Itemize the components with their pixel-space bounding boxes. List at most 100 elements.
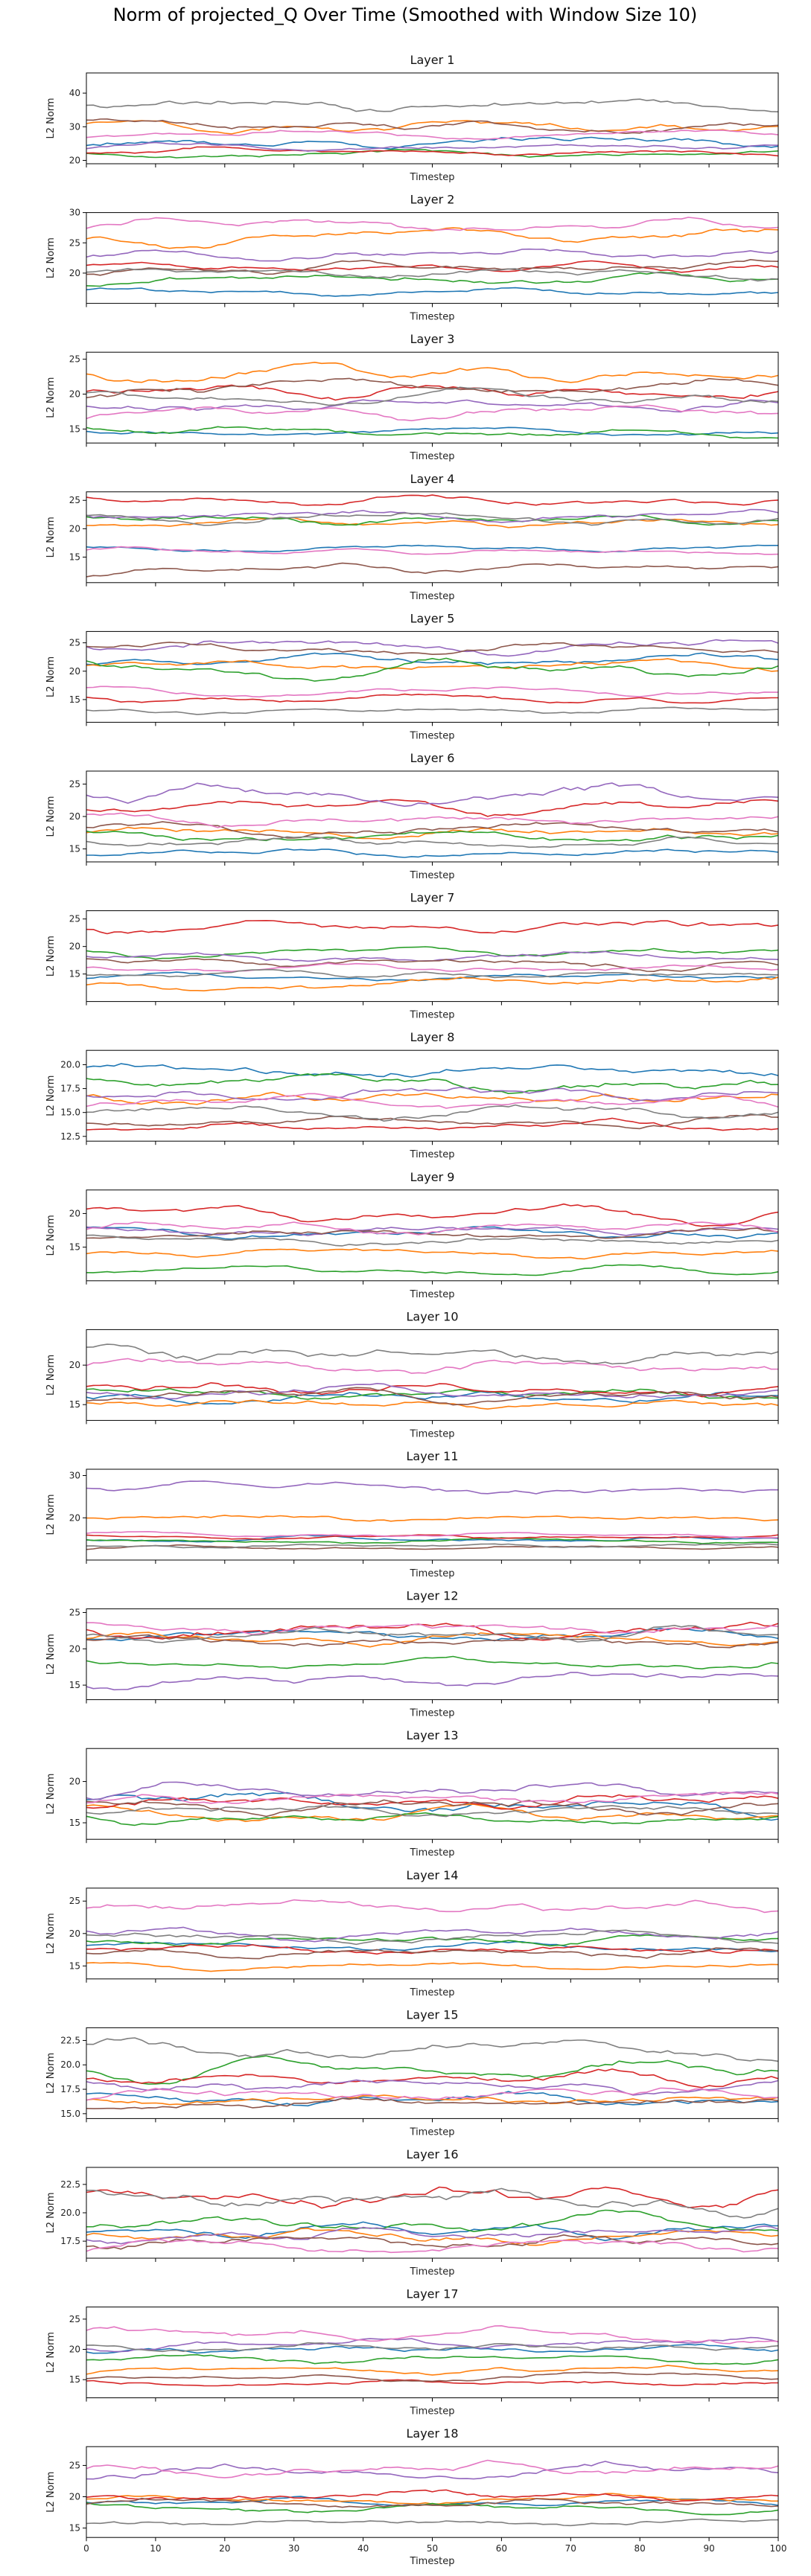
subplot-layer-6: Layer 6 15 20 25 Timestep L2 Norm — [45, 751, 779, 881]
y-axis-label: L2 Norm — [45, 656, 57, 697]
series-line-3 — [86, 1537, 779, 1544]
series-line-2 — [86, 2365, 779, 2376]
series-line-8 — [86, 1543, 779, 1549]
series-line-4 — [86, 2379, 778, 2387]
series-line-6 — [86, 1799, 779, 1818]
series-line-5 — [86, 1226, 779, 1236]
y-axis-label: L2 Norm — [45, 98, 57, 138]
series-line-8 — [86, 267, 779, 282]
x-axis-label: Timestep — [410, 1010, 455, 1021]
series-line-7 — [86, 1221, 779, 1236]
series-line-5 — [86, 2461, 779, 2480]
axes-frame — [86, 1608, 779, 1701]
series-line-7 — [86, 2238, 779, 2254]
series-line-7 — [86, 1899, 779, 1914]
y-tick-label: 15 — [69, 424, 80, 434]
series-line-5 — [86, 639, 779, 657]
series-line-5 — [86, 399, 779, 413]
series-line-7 — [86, 962, 779, 973]
y-axis-label: L2 Norm — [45, 517, 57, 557]
series-line-1 — [86, 136, 779, 150]
series-line-6 — [86, 642, 779, 656]
x-axis-label: Timestep — [410, 451, 455, 462]
figure-title: Norm of projected_Q Over Time (Smoothed … — [113, 4, 698, 25]
series-line-4 — [86, 2489, 779, 2503]
subplot-title: Layer 3 — [410, 332, 455, 346]
axes-frame — [86, 1329, 779, 1421]
y-tick-label: 15 — [69, 2374, 80, 2385]
subplot-title: Layer 13 — [406, 1728, 458, 1742]
series-line-2 — [86, 120, 779, 135]
subplot-title: Layer 1 — [410, 53, 455, 67]
y-tick-label: 20 — [69, 1928, 80, 1939]
series-line-6 — [86, 258, 779, 276]
series-line-6 — [86, 958, 779, 972]
series-line-5 — [86, 1926, 779, 1943]
series-line-6 — [86, 2497, 779, 2508]
series-line-5 — [86, 2079, 779, 2096]
x-axis-label: Timestep — [410, 1708, 455, 1719]
series-line-8 — [86, 836, 778, 848]
series-line-3 — [86, 2353, 779, 2365]
y-axis-label: L2 Norm — [45, 237, 57, 278]
series-line-2 — [86, 977, 779, 991]
series-line-1 — [86, 2343, 779, 2354]
series-line-8 — [86, 386, 779, 406]
y-tick-label: 15.0 — [60, 2109, 80, 2119]
series-line-6 — [86, 2234, 779, 2250]
y-tick-label: 40 — [69, 88, 80, 98]
series-line-1 — [86, 1063, 779, 1078]
series-line-7 — [86, 217, 779, 231]
series-line-7 — [86, 1792, 779, 1804]
y-tick-label: 20 — [69, 1643, 80, 1654]
y-tick-label: 20 — [69, 1208, 80, 1218]
series-line-5 — [86, 508, 779, 523]
series-line-7 — [86, 1622, 779, 1635]
subplot-title: Layer 12 — [406, 1589, 458, 1603]
y-axis-label: L2 Norm — [45, 1076, 57, 1116]
series-line-6 — [86, 2097, 779, 2110]
y-axis-label: L2 Norm — [45, 2472, 57, 2513]
x-tick-label: 0 — [83, 2543, 89, 2554]
y-axis-label: L2 Norm — [45, 796, 57, 837]
series-line-8 — [86, 1104, 779, 1122]
subplot-title: Layer 2 — [410, 193, 455, 207]
x-axis-label: Timestep — [410, 2126, 455, 2138]
y-axis-label: L2 Norm — [45, 1634, 57, 1675]
series-line-5 — [86, 2336, 779, 2353]
series-line-3 — [86, 426, 779, 439]
y-tick-label: 12.5 — [60, 1131, 80, 1142]
subplot-layer-4: Layer 4 15 20 25 Timestep L2 Norm — [45, 472, 779, 602]
series-line-6 — [86, 562, 779, 578]
series-line-5 — [86, 1087, 779, 1102]
series-line-3 — [86, 1073, 779, 1094]
series-line-2 — [86, 826, 779, 840]
axes-frame — [86, 1468, 779, 1561]
series-line-2 — [86, 1248, 779, 1260]
y-tick-label: 30 — [69, 208, 80, 218]
y-axis-label: L2 Norm — [45, 1494, 57, 1535]
y-tick-label: 25 — [69, 779, 80, 789]
x-axis-label: Timestep — [410, 1289, 455, 1300]
y-axis-label: L2 Norm — [45, 1215, 57, 1256]
subplot-layer-15: Layer 15 15.0 17.5 20.0 22.5 Timestep L2 Norm — [45, 2007, 779, 2138]
series-line-5 — [86, 1672, 779, 1691]
y-tick-label: 17.5 — [60, 2084, 80, 2094]
x-axis-label: Timestep — [410, 1428, 455, 1439]
y-tick-label: 22.5 — [60, 2035, 80, 2045]
axes-frame — [86, 1888, 779, 1980]
x-axis-label: Timestep — [410, 1847, 455, 1859]
series-line-8 — [86, 98, 779, 112]
y-axis-label: L2 Norm — [45, 936, 57, 977]
x-axis-label: Timestep — [410, 730, 455, 741]
series-line-8 — [86, 968, 779, 979]
subplot-layer-7: Layer 7 15 20 25 Timestep L2 Norm — [45, 891, 779, 1021]
series-line-4 — [86, 2068, 779, 2088]
y-tick-label: 25 — [69, 914, 80, 924]
series-line-5 — [86, 1781, 779, 1800]
x-tick-label: 10 — [150, 2543, 161, 2554]
y-axis-label: L2 Norm — [45, 377, 57, 418]
x-tick-label: 80 — [635, 2543, 646, 2554]
y-tick-label: 15 — [69, 694, 80, 705]
y-tick-label: 20 — [69, 2345, 80, 2355]
